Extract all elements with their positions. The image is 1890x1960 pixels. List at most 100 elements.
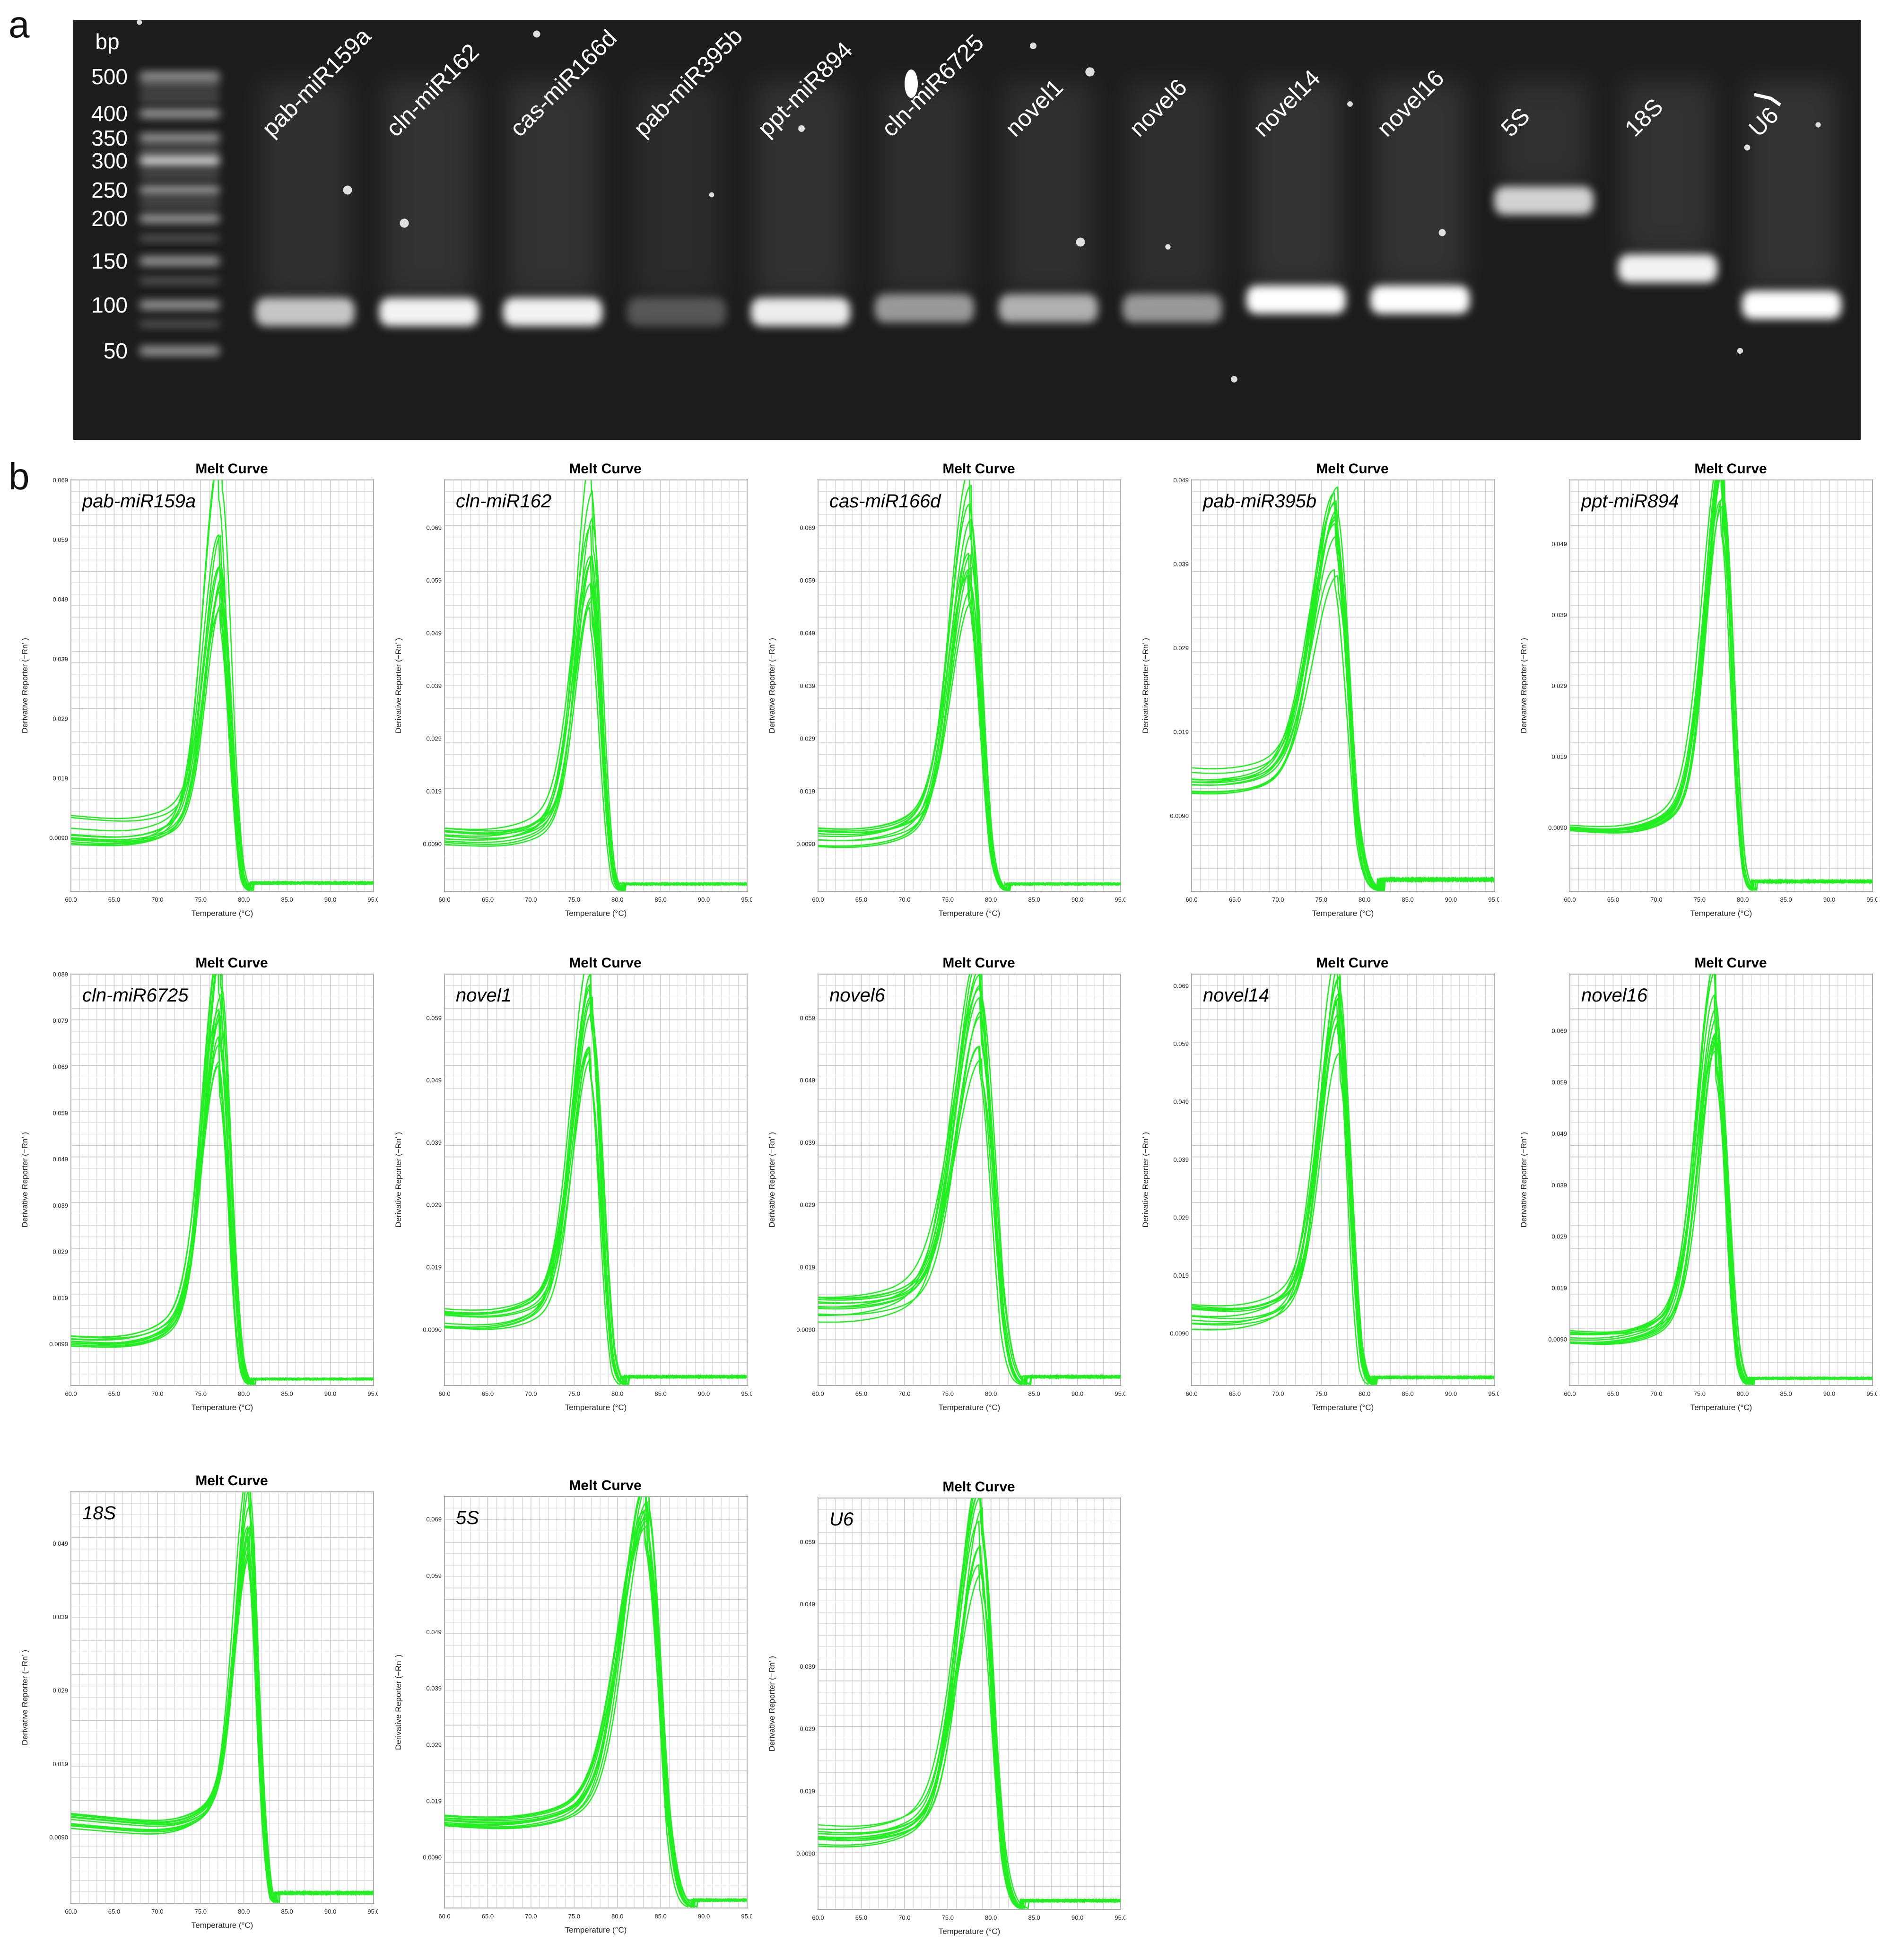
y-tick-label: 0.059 xyxy=(426,1014,442,1021)
x-tick-label: 90.0 xyxy=(1823,896,1835,903)
ladder-size-label: 300 xyxy=(91,148,128,173)
x-tick-label: 65.0 xyxy=(1607,1390,1619,1397)
ladder-size-label: 100 xyxy=(91,293,128,317)
x-tick-label: 65.0 xyxy=(482,1913,494,1920)
gel-band xyxy=(875,294,974,323)
x-tick-label: 95.0 xyxy=(1115,1390,1125,1397)
y-tick-label: 0.049 xyxy=(52,1540,68,1547)
x-tick-label: 95.0 xyxy=(1866,896,1877,903)
x-tick-label: 90.0 xyxy=(324,1390,336,1397)
x-tick-label: 95.0 xyxy=(367,896,378,903)
gel-band xyxy=(1494,186,1594,215)
melt-curve-chart: Melt Curve 0.0090 0.019 0.029 0.039 0.049 0.05… xyxy=(378,950,752,1428)
y-axis-label: Derivative Reporter (−Rn’ ) xyxy=(394,638,403,733)
x-tick-label: 60.0 xyxy=(1185,1390,1197,1397)
gel-dust-speck xyxy=(1744,144,1751,151)
x-tick-label: 90.0 xyxy=(698,1390,710,1397)
x-tick-label: 85.0 xyxy=(281,1390,293,1397)
y-axis-label: Derivative Reporter (−Rn’ ) xyxy=(1519,638,1528,733)
y-tick-label: 0.0090 xyxy=(1170,812,1189,819)
melt-curve-chart: Melt Curve 0.0090 0.019 0.029 0.039 0.049 60.0… xyxy=(1504,456,1877,934)
gel-bp-label: bp xyxy=(95,29,119,54)
y-tick-label: 0.039 xyxy=(426,1139,442,1146)
y-tick-label: 0.0090 xyxy=(796,841,815,848)
agarose-gel-image: bp 500 400 350 300 250 200 150 100 50 pab-miR159a c… xyxy=(73,20,1861,440)
melt-curve-chart: Melt Curve 0.0090 0.019 0.029 0.039 0.049 0.05… xyxy=(5,456,378,934)
x-tick-label: 95.0 xyxy=(1115,896,1125,903)
melt-curve-svg: Melt Curve 0.0090 0.019 0.029 0.039 0.049 60.0… xyxy=(20,1473,378,1930)
ladder-band xyxy=(139,235,220,242)
gene-label: U6 xyxy=(829,1509,854,1530)
y-tick-label: 0.019 xyxy=(1551,753,1567,760)
ladder-band xyxy=(139,214,220,223)
gel-band xyxy=(627,297,726,326)
melt-curve-trace xyxy=(71,1492,374,1903)
gel-dust-speck xyxy=(1347,101,1353,107)
y-tick-label: 0.029 xyxy=(1551,1233,1567,1240)
y-axis-label: Derivative Reporter (−Rn’ ) xyxy=(20,1132,29,1228)
gene-label: novel16 xyxy=(1581,985,1648,1006)
ladder-band xyxy=(139,346,220,356)
x-tick-label: 80.0 xyxy=(1359,1390,1370,1397)
melt-curve-chart: Melt Curve 0.0090 0.019 0.029 0.039 0.049 0.05… xyxy=(752,1474,1125,1952)
y-tick-label: 0.069 xyxy=(52,1063,68,1071)
x-tick-label: 60.0 xyxy=(438,1913,450,1920)
x-axis-label: Temperature (°C) xyxy=(565,1925,627,1934)
y-tick-label: 0.029 xyxy=(426,1202,442,1209)
melt-curve-svg: Melt Curve 0.0090 0.019 0.029 0.039 0.049 0.05… xyxy=(394,461,752,918)
x-tick-label: 80.0 xyxy=(611,896,623,903)
x-tick-label: 65.0 xyxy=(1607,896,1619,903)
melt-curve-chart: Melt Curve 0.0090 0.019 0.029 0.039 0.049 0.05… xyxy=(5,950,378,1428)
x-tick-label: 70.0 xyxy=(151,1908,163,1915)
x-tick-label: 90.0 xyxy=(324,1908,336,1915)
melt-curve-trace xyxy=(444,1526,747,1908)
x-axis-label: Temperature (°C) xyxy=(1312,909,1374,918)
gene-label: novel14 xyxy=(1203,985,1269,1006)
x-axis-label: Temperature (°C) xyxy=(939,1927,1001,1936)
y-tick-label: 0.039 xyxy=(800,1663,815,1670)
y-tick-label: 0.049 xyxy=(800,629,815,636)
melt-curve-svg: Melt Curve 0.0090 0.019 0.029 0.039 0.049 0.05… xyxy=(1141,955,1499,1412)
ladder-size-label: 150 xyxy=(91,249,128,273)
y-tick-label: 0.019 xyxy=(800,1264,815,1271)
y-tick-label: 0.029 xyxy=(52,1248,68,1255)
y-tick-label: 0.039 xyxy=(1551,611,1567,618)
lane-smear xyxy=(1375,81,1465,286)
y-tick-label: 0.049 xyxy=(1551,1130,1567,1137)
melt-curve-trace xyxy=(1192,1052,1494,1385)
melt-curve-trace xyxy=(444,600,747,891)
y-tick-label: 0.0090 xyxy=(1548,1336,1567,1343)
gel-dust-speck xyxy=(1231,376,1237,383)
gel-dust-speck xyxy=(533,30,540,38)
x-tick-label: 65.0 xyxy=(1229,896,1241,903)
x-tick-label: 80.0 xyxy=(238,1908,250,1915)
melt-curve-svg: Melt Curve 0.0090 0.019 0.029 0.039 0.049 0.05… xyxy=(767,461,1125,918)
x-tick-label: 70.0 xyxy=(898,1390,910,1397)
x-tick-label: 65.0 xyxy=(482,896,494,903)
y-tick-label: 0.059 xyxy=(800,1538,815,1545)
gel-dust-speck xyxy=(1438,229,1446,236)
x-tick-label: 60.0 xyxy=(812,1390,824,1397)
melt-curve-trace xyxy=(818,997,1121,1385)
melt-curve-chart: Melt Curve 0.0090 0.019 0.029 0.039 0.049 0.05… xyxy=(752,456,1125,934)
y-tick-label: 0.0090 xyxy=(1170,1330,1189,1337)
y-tick-label: 0.079 xyxy=(52,1017,68,1024)
y-tick-label: 0.059 xyxy=(426,577,442,584)
x-tick-label: 60.0 xyxy=(1564,1390,1576,1397)
ladder-size-label: 500 xyxy=(91,64,128,89)
x-tick-label: 95.0 xyxy=(367,1908,378,1915)
y-tick-label: 0.039 xyxy=(52,655,68,662)
chart-title: Melt Curve xyxy=(942,955,1015,971)
melt-curve-trace xyxy=(1192,502,1494,891)
x-tick-label: 95.0 xyxy=(1488,1390,1499,1397)
y-tick-label: 0.029 xyxy=(800,735,815,742)
ladder-band xyxy=(139,256,220,266)
x-tick-label: 80.0 xyxy=(985,896,997,903)
x-tick-label: 85.0 xyxy=(281,896,293,903)
y-tick-label: 0.029 xyxy=(426,735,442,742)
x-tick-label: 80.0 xyxy=(985,1390,997,1397)
y-axis-label: Derivative Reporter (−Rn’ ) xyxy=(20,1650,29,1745)
melt-curve-chart: Melt Curve 0.0090 0.019 0.029 0.039 0.049 0.05… xyxy=(378,456,752,934)
x-axis-label: Temperature (°C) xyxy=(939,909,1001,918)
ladder-band xyxy=(139,185,220,195)
